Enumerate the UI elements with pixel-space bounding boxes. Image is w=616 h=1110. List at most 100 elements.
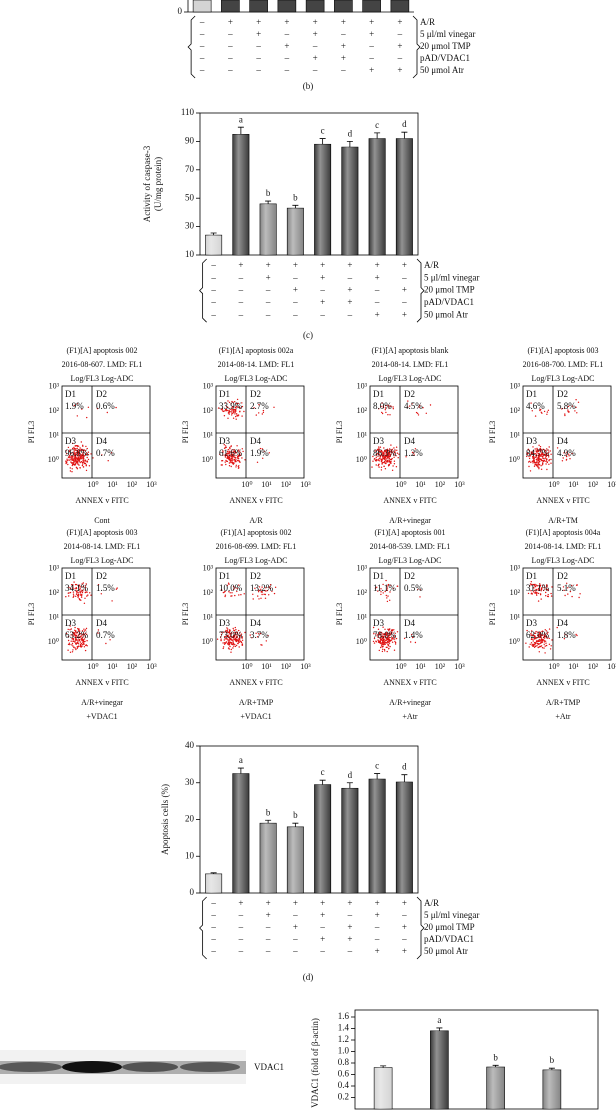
flow-frame	[522, 385, 612, 479]
event-dot	[79, 447, 81, 449]
event-dot	[232, 647, 234, 649]
flow-x-label: ANNEX v FITC	[75, 496, 128, 505]
flow-frame	[215, 567, 305, 661]
event-dot	[528, 465, 530, 468]
event-dot	[385, 632, 387, 634]
event-dot	[235, 629, 237, 631]
event-dot	[82, 459, 84, 461]
event-dot	[82, 463, 84, 465]
event-dot	[81, 590, 83, 592]
event-dot	[263, 593, 265, 595]
event-dot	[386, 597, 388, 599]
event-dot	[262, 411, 265, 414]
error-bar	[210, 232, 217, 236]
event-dot	[73, 581, 75, 583]
flow-x-tick-label: 10¹	[261, 480, 272, 489]
flow-title: (F1)[A] apoptosis 003	[66, 528, 137, 537]
event-dot	[393, 649, 396, 651]
treatment-sign: –	[210, 922, 216, 932]
event-dot	[528, 455, 530, 458]
flow-y-tick-label: 10²	[203, 588, 214, 597]
event-dot	[387, 583, 390, 586]
event-dot	[238, 639, 241, 641]
event-dot	[224, 410, 226, 412]
event-dot	[74, 626, 76, 629]
event-dot	[545, 591, 547, 594]
event-dot	[76, 639, 78, 642]
event-dot	[537, 589, 539, 591]
event-dot	[86, 595, 88, 597]
event-dot	[75, 587, 78, 590]
panel-label: (d)	[303, 972, 314, 982]
y-tick-label: 30	[185, 221, 195, 231]
event-dot	[388, 634, 391, 637]
event-dot	[82, 636, 84, 638]
event-dot	[251, 637, 253, 639]
event-dot	[384, 643, 386, 645]
flow-caption: +VDAC1	[240, 712, 271, 721]
event-dot	[77, 591, 79, 594]
event-dot	[378, 466, 380, 468]
event-dot	[384, 641, 387, 643]
quadrant-name: D1	[373, 571, 384, 581]
event-dot	[81, 634, 84, 636]
quadrant-name: D4	[96, 618, 107, 628]
event-dot	[273, 406, 275, 408]
event-dot	[227, 628, 229, 630]
event-dot	[532, 644, 535, 646]
event-dot	[77, 454, 79, 457]
event-dot	[110, 452, 113, 454]
event-dot	[228, 413, 230, 415]
treatment-sign: –	[368, 53, 374, 63]
event-dot	[228, 644, 231, 646]
event-dot	[67, 649, 69, 651]
event-dot	[530, 402, 532, 404]
event-dot	[230, 648, 232, 651]
event-dot	[269, 587, 272, 590]
event-dot	[384, 409, 386, 411]
event-dot	[257, 633, 260, 635]
flow-title: (F1)[A] apoptosis 001	[374, 528, 445, 537]
event-dot	[75, 449, 78, 451]
flow-y-tick-label: 10¹	[510, 430, 521, 439]
event-dot	[381, 646, 384, 648]
event-dot	[82, 582, 85, 584]
event-dot	[82, 586, 84, 588]
treatment-sign: +	[320, 934, 325, 944]
event-dot	[230, 595, 232, 597]
event-dot	[81, 453, 84, 455]
treatment-label: A/R	[424, 260, 439, 270]
event-dot	[546, 585, 548, 587]
event-dot	[84, 589, 87, 591]
event-dot	[74, 456, 77, 459]
event-dot	[244, 459, 246, 461]
event-dot	[77, 629, 80, 631]
event-dot	[375, 453, 378, 456]
event-dot	[75, 637, 77, 639]
flow-x-label: ANNEX v FITC	[536, 496, 589, 505]
event-dot	[533, 461, 535, 463]
flow-title: 2016-08-699. LMD: FL1	[216, 542, 297, 551]
event-dot	[74, 460, 77, 462]
event-dot	[106, 411, 109, 414]
event-dot	[396, 449, 398, 451]
event-dot	[377, 628, 380, 630]
event-dot	[67, 446, 70, 449]
event-dot	[74, 455, 76, 457]
event-dot	[77, 463, 79, 465]
event-dot	[77, 585, 80, 587]
flow-y-label: PI FL3	[488, 603, 497, 625]
event-dot	[236, 398, 239, 401]
event-dot	[377, 459, 379, 461]
event-dot	[76, 634, 78, 636]
event-dot	[550, 595, 553, 597]
flow-x-tick-label: 10¹	[107, 480, 118, 489]
quadrant-name: D3	[219, 618, 230, 628]
event-dot	[571, 595, 573, 598]
flow-frame	[522, 567, 612, 661]
quadrant-percent: 73.0%	[219, 630, 243, 640]
event-dot	[225, 406, 228, 408]
event-dot	[268, 594, 270, 596]
event-dot	[528, 646, 530, 648]
event-dot	[376, 586, 378, 588]
